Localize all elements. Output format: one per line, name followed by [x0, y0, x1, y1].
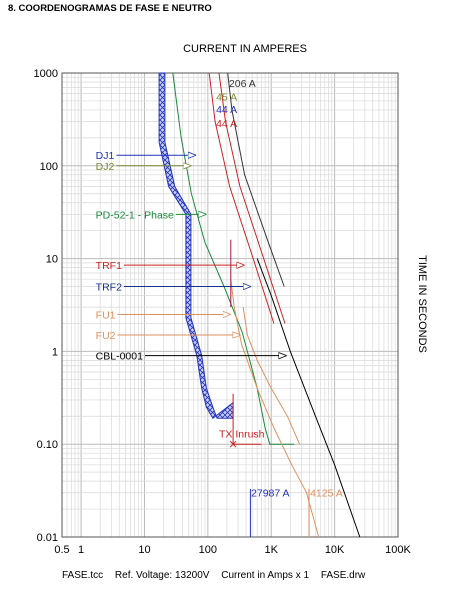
x-tick-label: 1 — [78, 544, 84, 556]
label-tx-inrush: TX Inrush — [219, 429, 265, 441]
label-cbl-0001: CBL-0001 — [96, 351, 143, 363]
y-axis-label: TIME IN SECONDS — [416, 255, 428, 353]
section-heading: 8. COORDENOGRAMAS DE FASE E NEUTRO — [8, 3, 212, 14]
footer-current-scale: Current in Amps x 1 — [221, 570, 310, 581]
x-tick-label: 10 — [138, 544, 150, 556]
label-fu2: FU2 — [96, 330, 116, 342]
series-cbl-0001 — [256, 258, 361, 538]
x-tick-label: 100K — [385, 544, 411, 556]
x-tick-label: 10K — [325, 544, 345, 556]
label-44-a: 44 A — [216, 104, 237, 116]
series-trf2 — [218, 72, 286, 324]
label-tx-inrush-marker — [229, 440, 237, 448]
y-tick-label: 100 — [40, 161, 58, 173]
x-tick-label: 100 — [199, 544, 217, 556]
label-trf1: TRF1 — [96, 260, 122, 272]
label-pd-52-1-phase: PD-52-1 - Phase — [96, 209, 174, 221]
y-tick-label: 10 — [46, 254, 58, 266]
label-4125-a: 4125 A — [310, 488, 343, 500]
series-fu2 — [242, 307, 301, 445]
segment-tx-inrush-curve — [232, 393, 262, 445]
series-trf1 — [208, 72, 275, 324]
x-tick-label: 1K — [264, 544, 278, 556]
series-layer — [158, 72, 361, 538]
tick-labels: 0.5 1 10 100 1K 10K 100K 1000 100 10 1 0.10 0.01 — [34, 68, 412, 556]
y-tick-label: 0.01 — [37, 532, 58, 544]
label-206-a: 206 A — [229, 78, 256, 90]
y-tick-label: 0.10 — [37, 439, 58, 451]
label-27987-a: 27987 A — [251, 488, 290, 500]
x-tick-label: 0.5 — [54, 544, 69, 556]
plot-frame — [61, 72, 399, 538]
label-trf2: TRF2 — [96, 282, 122, 294]
grid — [61, 72, 399, 538]
label-dj2: DJ2 — [96, 161, 115, 173]
footer-drawing: FASE.drw — [320, 570, 366, 581]
label-fu1: FU1 — [96, 309, 116, 321]
footer-ref-voltage: Ref. Voltage: 13200V — [114, 570, 210, 581]
y-tick-label: 1 — [52, 346, 58, 358]
label-45-a: 45 A — [216, 91, 237, 103]
series-206-a — [227, 72, 285, 287]
footer: FASE.tcc Ref. Voltage: 13200V Current in… — [62, 570, 374, 581]
series-fu1 — [230, 279, 320, 538]
label-dj1: DJ1 — [96, 150, 115, 162]
y-tick-label: 1000 — [34, 68, 58, 80]
footer-file: FASE.tcc — [62, 570, 104, 581]
x-axis-label: CURRENT IN AMPERES — [183, 43, 307, 55]
label-44-a: 44 A — [216, 118, 237, 130]
